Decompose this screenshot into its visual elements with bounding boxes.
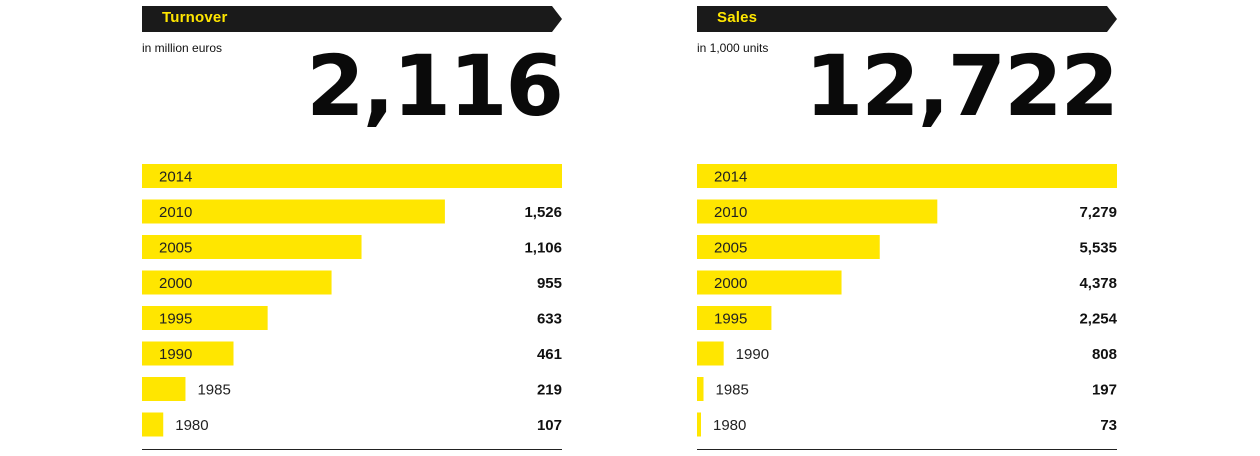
bar-row-2014: 2014 <box>142 164 562 188</box>
bar-row-2005: 2005 5,535 <box>697 235 1117 259</box>
sales-panel: Sales in 1,000 units 12,722 2014 2010 7,27… <box>697 6 1119 452</box>
bar-row-2014: 2014 <box>697 164 1117 188</box>
bar-row-1995: 1995 633 <box>142 306 562 330</box>
bar-category-label: 1990 <box>159 346 192 363</box>
bar-2014 <box>142 164 562 188</box>
banner-arrow-shape <box>697 6 1117 32</box>
bar-row-1985: 1985 197 <box>697 377 1117 401</box>
sales-unit-label: in 1,000 units <box>697 41 769 55</box>
bar-category-label: 1990 <box>736 346 769 363</box>
bar-value-label: 4,378 <box>1079 275 1117 292</box>
bar-value-label: 1,106 <box>524 240 562 257</box>
bar-value-label: 73 <box>1100 417 1117 434</box>
turnover-total-value: 2,116 <box>306 37 564 135</box>
bar-2010 <box>697 199 938 224</box>
bar-value-label: 955 <box>537 275 562 292</box>
bar-category-label: 1985 <box>197 382 230 399</box>
bar-1985 <box>142 377 186 401</box>
bar-category-label: 1995 <box>714 311 747 328</box>
bar-value-label: 5,535 <box>1079 240 1117 257</box>
bar-1990 <box>697 341 724 366</box>
bar-category-label: 1980 <box>713 417 746 434</box>
bar-1980 <box>697 412 701 437</box>
bar-1985 <box>697 377 704 401</box>
bar-category-label: 2005 <box>714 240 747 257</box>
sales-total-value: 12,722 <box>804 37 1119 135</box>
turnover-baseline <box>142 449 562 450</box>
bar-category-label: 2010 <box>714 204 747 221</box>
bar-row-1980: 1980 107 <box>142 412 562 437</box>
bar-1980 <box>142 412 164 437</box>
bar-2005 <box>697 235 880 259</box>
bar-category-label: 1985 <box>716 382 749 399</box>
bar-category-label: 1980 <box>175 417 208 434</box>
bar-row-1985: 1985 219 <box>142 377 562 401</box>
bar-value-label: 107 <box>537 417 562 434</box>
bar-2014 <box>697 164 1117 188</box>
bar-category-label: 2000 <box>159 275 192 292</box>
bar-2000 <box>142 270 332 295</box>
bar-row-2010: 2010 7,279 <box>697 199 1117 224</box>
turnover-bar-chart: 2014 2010 1,526 2005 1,106 2000 955 1995 633 1990… <box>142 164 562 437</box>
bar-row-1990: 1990 808 <box>697 341 1117 366</box>
bar-category-label: 2010 <box>159 204 192 221</box>
bar-value-label: 219 <box>537 382 562 399</box>
sales-title: Sales <box>717 9 758 26</box>
bar-1995 <box>697 306 772 330</box>
bar-1995 <box>142 306 268 330</box>
bar-1990 <box>142 341 234 366</box>
bar-2005 <box>142 235 362 259</box>
bar-value-label: 461 <box>537 346 562 363</box>
bar-category-label: 2000 <box>714 275 747 292</box>
bar-row-1980: 1980 73 <box>697 412 1117 437</box>
bar-row-2000: 2000 4,378 <box>697 270 1117 295</box>
turnover-banner: Turnover <box>142 6 562 32</box>
bar-value-label: 2,254 <box>1079 311 1117 328</box>
bar-row-2010: 2010 1,526 <box>142 199 562 224</box>
banner-arrow-shape <box>142 6 562 32</box>
sales-banner: Sales <box>697 6 1117 32</box>
bar-2000 <box>697 270 842 295</box>
sales-baseline <box>697 449 1117 450</box>
bar-value-label: 1,526 <box>524 204 562 221</box>
bar-row-1990: 1990 461 <box>142 341 562 366</box>
bar-value-label: 808 <box>1092 346 1117 363</box>
sales-bar-chart: 2014 2010 7,279 2005 5,535 2000 4,378 1995 2,254… <box>697 164 1117 437</box>
turnover-panel: Turnover in million euros 2,116 2014 2010… <box>142 6 564 452</box>
bar-row-2005: 2005 1,106 <box>142 235 562 259</box>
bar-category-label: 1995 <box>159 311 192 328</box>
bar-value-label: 197 <box>1092 382 1117 399</box>
bar-2010 <box>142 199 445 224</box>
bar-row-1995: 1995 2,254 <box>697 306 1117 330</box>
bar-category-label: 2005 <box>159 240 192 257</box>
bar-value-label: 7,279 <box>1079 204 1117 221</box>
bar-row-2000: 2000 955 <box>142 270 562 295</box>
bar-category-label: 2014 <box>159 169 192 186</box>
turnover-title: Turnover <box>162 9 228 26</box>
bar-category-label: 2014 <box>714 169 747 186</box>
turnover-unit-label: in million euros <box>142 41 223 55</box>
bar-value-label: 633 <box>537 311 562 328</box>
